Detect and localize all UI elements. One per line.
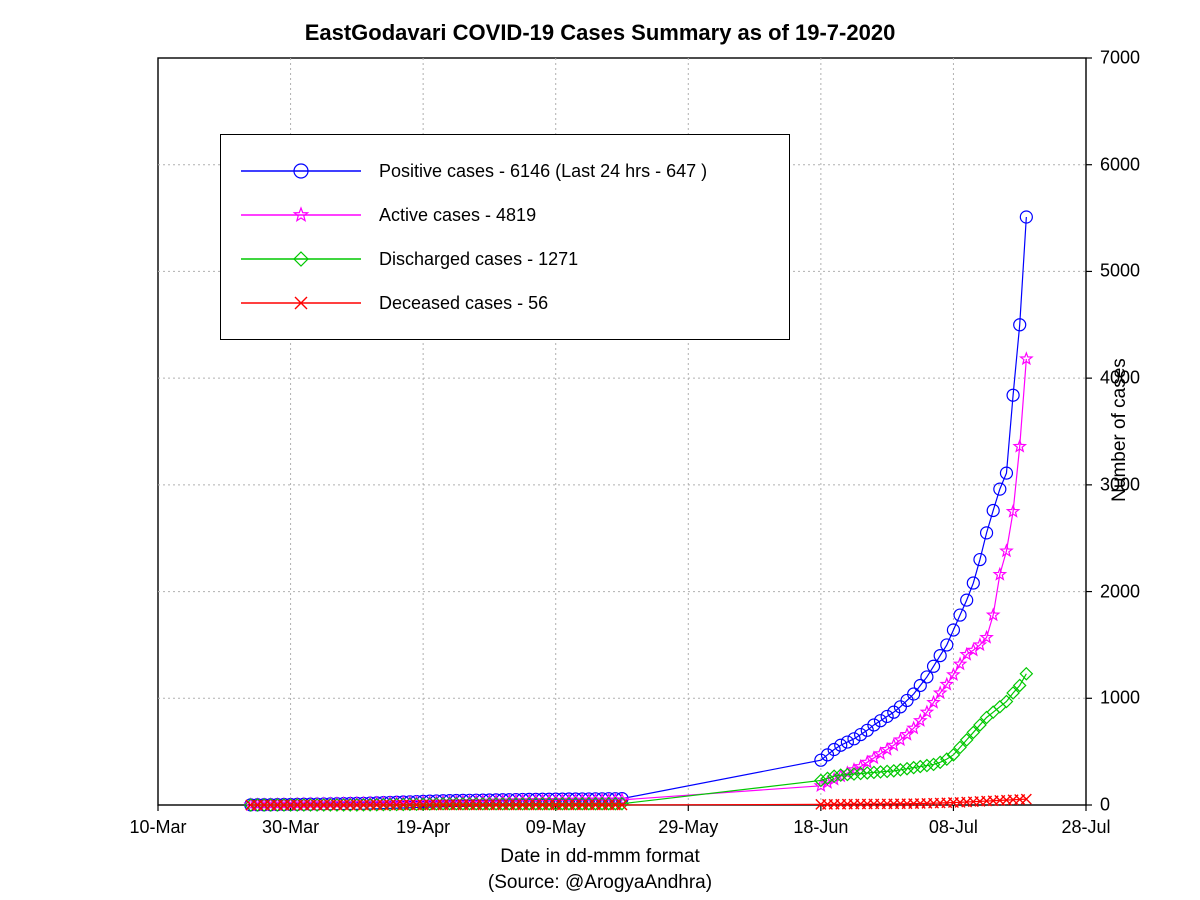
legend-label: Positive cases - 6146 (Last 24 hrs - 647… xyxy=(379,161,707,182)
legend-swatch-positive xyxy=(241,159,361,183)
x-tick-label: 30-Mar xyxy=(262,817,319,838)
y-tick-label: 2000 xyxy=(1100,581,1140,602)
x-tick-label: 10-Mar xyxy=(129,817,186,838)
legend-swatch-discharged xyxy=(241,247,361,271)
chart-container: EastGodavari COVID-19 Cases Summary as o… xyxy=(0,0,1200,900)
legend-swatch-deceased xyxy=(241,291,361,315)
legend-label: Discharged cases - 1271 xyxy=(379,249,578,270)
legend-item-positive: Positive cases - 6146 (Last 24 hrs - 647… xyxy=(241,149,769,193)
x-tick-label: 29-May xyxy=(658,817,718,838)
legend-label: Active cases - 4819 xyxy=(379,205,536,226)
legend-swatch-active xyxy=(241,203,361,227)
x-tick-label: 28-Jul xyxy=(1061,817,1110,838)
y-tick-label: 6000 xyxy=(1100,154,1140,175)
x-axis-source-label: (Source: @ArogyaAndhra) xyxy=(0,872,1200,894)
y-axis-label: Number of cases xyxy=(1109,358,1131,502)
legend-item-active: Active cases - 4819 xyxy=(241,193,769,237)
y-tick-label: 5000 xyxy=(1100,261,1140,282)
x-axis-label: Date in dd-mmm format xyxy=(0,846,1200,868)
legend-item-deceased: Deceased cases - 56 xyxy=(241,281,769,325)
y-tick-label: 7000 xyxy=(1100,48,1140,69)
legend: Positive cases - 6146 (Last 24 hrs - 647… xyxy=(220,134,790,340)
legend-item-discharged: Discharged cases - 1271 xyxy=(241,237,769,281)
legend-label: Deceased cases - 56 xyxy=(379,293,548,314)
x-tick-label: 08-Jul xyxy=(929,817,978,838)
x-tick-label: 09-May xyxy=(526,817,586,838)
x-tick-label: 18-Jun xyxy=(793,817,848,838)
x-tick-label: 19-Apr xyxy=(396,817,450,838)
y-tick-label: 1000 xyxy=(1100,688,1140,709)
y-tick-label: 0 xyxy=(1100,795,1110,816)
